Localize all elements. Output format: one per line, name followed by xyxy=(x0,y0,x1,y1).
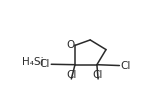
Text: Cl: Cl xyxy=(39,59,50,69)
Text: H₄Si: H₄Si xyxy=(22,57,43,67)
Text: Cl: Cl xyxy=(67,70,77,80)
Text: Cl: Cl xyxy=(92,70,103,80)
Text: O: O xyxy=(66,40,74,50)
Text: Cl: Cl xyxy=(121,60,131,71)
